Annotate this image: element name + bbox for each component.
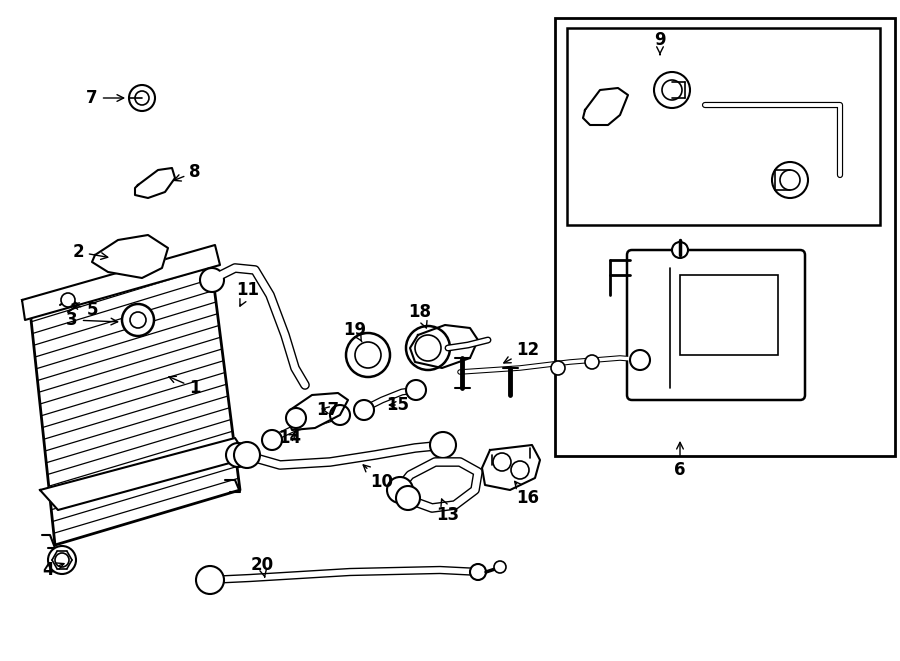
Circle shape bbox=[387, 477, 413, 503]
Polygon shape bbox=[40, 438, 248, 510]
Circle shape bbox=[406, 326, 450, 370]
Circle shape bbox=[511, 461, 529, 479]
Circle shape bbox=[196, 566, 224, 594]
Text: 13: 13 bbox=[436, 499, 460, 524]
Circle shape bbox=[122, 304, 154, 336]
Circle shape bbox=[262, 430, 282, 450]
Circle shape bbox=[396, 486, 420, 510]
Bar bbox=[567, 28, 880, 225]
Text: 12: 12 bbox=[504, 341, 540, 363]
Text: 10: 10 bbox=[364, 465, 393, 491]
Circle shape bbox=[662, 80, 682, 100]
Circle shape bbox=[55, 553, 69, 567]
Text: 18: 18 bbox=[409, 303, 431, 328]
Text: 14: 14 bbox=[278, 429, 302, 447]
Circle shape bbox=[470, 564, 486, 580]
Text: 5: 5 bbox=[72, 301, 98, 319]
Polygon shape bbox=[288, 393, 348, 430]
Circle shape bbox=[346, 333, 390, 377]
Circle shape bbox=[551, 361, 565, 375]
Circle shape bbox=[135, 91, 149, 105]
Polygon shape bbox=[30, 255, 240, 545]
Text: 8: 8 bbox=[174, 163, 201, 181]
Circle shape bbox=[430, 432, 456, 458]
Circle shape bbox=[129, 85, 155, 111]
Circle shape bbox=[672, 242, 688, 258]
Circle shape bbox=[493, 453, 511, 471]
Circle shape bbox=[406, 380, 426, 400]
Polygon shape bbox=[92, 235, 168, 278]
Circle shape bbox=[494, 561, 506, 573]
Circle shape bbox=[200, 268, 224, 292]
Polygon shape bbox=[135, 168, 175, 198]
Polygon shape bbox=[22, 245, 220, 320]
Polygon shape bbox=[410, 325, 478, 368]
Text: 20: 20 bbox=[250, 556, 274, 577]
Text: 17: 17 bbox=[317, 401, 339, 419]
Polygon shape bbox=[583, 88, 628, 125]
Text: 3: 3 bbox=[67, 311, 118, 329]
Circle shape bbox=[654, 72, 690, 108]
Circle shape bbox=[355, 342, 381, 368]
Text: 9: 9 bbox=[654, 31, 666, 55]
Text: 4: 4 bbox=[42, 561, 64, 579]
Circle shape bbox=[226, 443, 250, 467]
Circle shape bbox=[330, 405, 350, 425]
Circle shape bbox=[630, 350, 650, 370]
FancyBboxPatch shape bbox=[627, 250, 805, 400]
Text: 2: 2 bbox=[72, 243, 108, 261]
Circle shape bbox=[234, 442, 260, 468]
Text: 6: 6 bbox=[674, 442, 686, 479]
Circle shape bbox=[61, 293, 75, 307]
Circle shape bbox=[415, 335, 441, 361]
Circle shape bbox=[130, 312, 146, 328]
Circle shape bbox=[286, 408, 306, 428]
Text: 15: 15 bbox=[386, 396, 410, 414]
Bar bbox=[680, 275, 778, 355]
Bar bbox=[555, 18, 895, 456]
Text: 7: 7 bbox=[86, 89, 123, 107]
Circle shape bbox=[780, 170, 800, 190]
Text: 16: 16 bbox=[515, 481, 539, 507]
Circle shape bbox=[585, 355, 599, 369]
Circle shape bbox=[354, 400, 374, 420]
Text: 19: 19 bbox=[344, 321, 366, 342]
Polygon shape bbox=[482, 445, 540, 490]
Circle shape bbox=[772, 162, 808, 198]
Circle shape bbox=[48, 546, 76, 574]
Text: 11: 11 bbox=[237, 281, 259, 306]
Text: 1: 1 bbox=[169, 376, 201, 397]
